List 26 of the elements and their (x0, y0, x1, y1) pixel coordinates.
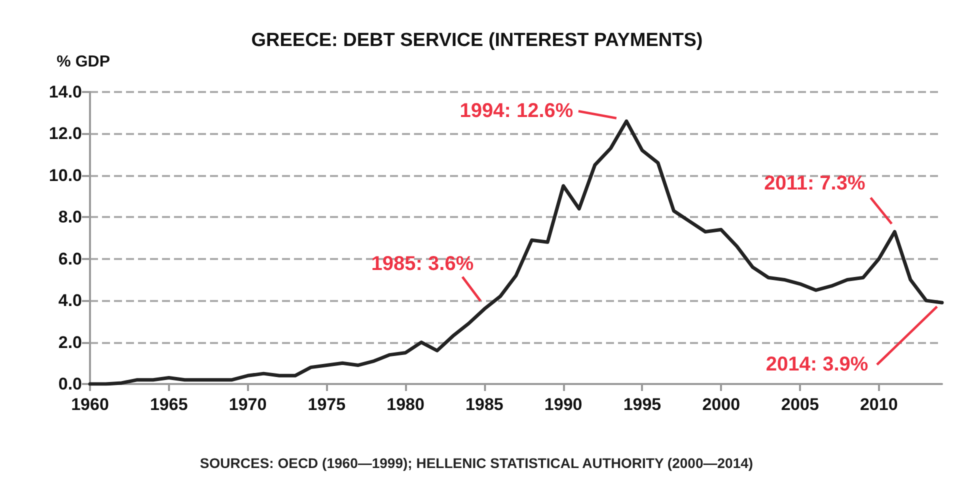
y-axis-title: % GDP (56, 54, 110, 70)
annotation: 2014: 3.9% (766, 354, 868, 376)
annotation: 1985: 3.6% (371, 252, 474, 275)
x-tick-label: 1975 (308, 395, 346, 414)
x-tick-label: 1985 (466, 395, 504, 414)
annotation: 2011: 7.3% (764, 172, 866, 195)
y-tick-label: 10.0 (48, 166, 82, 185)
x-tick-label: 1970 (228, 395, 267, 414)
x-tick-label: 1965 (150, 395, 188, 414)
chart-title: GREECE: DEBT SERVICE (INTEREST PAYMENTS) (251, 30, 703, 51)
x-tick-label: 1980 (386, 395, 424, 414)
x-tick-label: 2000 (702, 395, 740, 414)
y-tick-label: 2.0 (58, 332, 82, 352)
x-tick-label: 1995 (623, 395, 662, 414)
source-note: SOURCES: OECD (1960—1999); HELLENIC STATISTICAL AUTHORITY (2000—2014) (200, 455, 754, 471)
x-tick-label: 1990 (544, 395, 582, 414)
annotation: 1994: 12.6% (460, 100, 574, 122)
x-tick-label: 2005 (781, 395, 819, 414)
y-tick-label: 6.0 (58, 249, 82, 268)
x-tick-label: 1960 (71, 395, 109, 414)
x-tick-label: 2010 (860, 395, 898, 414)
y-tick-label: 12.0 (48, 124, 82, 144)
y-tick-label: 8.0 (58, 208, 82, 227)
y-tick-label: 0.0 (58, 374, 82, 394)
y-tick-label: 4.0 (58, 291, 82, 310)
y-tick-label: 14.0 (48, 82, 82, 102)
